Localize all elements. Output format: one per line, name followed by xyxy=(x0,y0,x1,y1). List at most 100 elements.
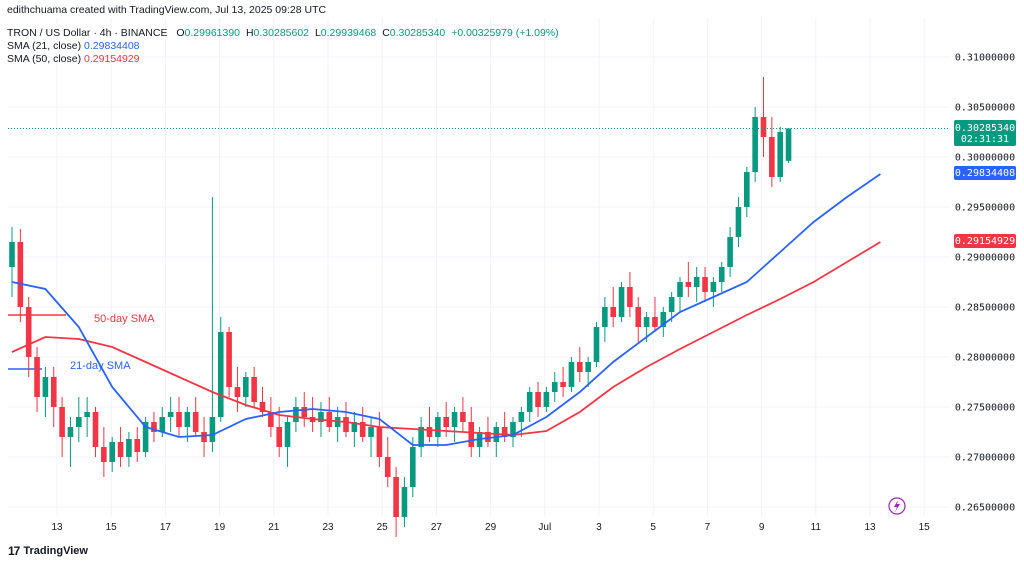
tradingview-logo-text: TradingView xyxy=(23,545,88,557)
candle-body xyxy=(301,407,308,417)
candle-body xyxy=(560,382,566,387)
candle-body xyxy=(535,392,541,407)
x-tick-label: 21 xyxy=(268,522,280,533)
candle-body xyxy=(9,242,15,267)
candle-body xyxy=(217,332,224,417)
candle xyxy=(660,307,667,337)
candle-body xyxy=(627,287,633,307)
candle-body xyxy=(268,412,274,427)
lightning-icon[interactable] xyxy=(888,497,906,515)
candle-body xyxy=(326,412,333,427)
candle xyxy=(151,412,157,442)
candle-body xyxy=(42,377,49,397)
candle xyxy=(727,227,733,277)
candle xyxy=(585,357,591,387)
x-tick-label: 13 xyxy=(51,522,63,533)
candle xyxy=(17,229,24,322)
candle-body xyxy=(126,439,132,457)
x-tick-label: 11 xyxy=(811,522,822,533)
candle xyxy=(368,417,374,457)
candle-body xyxy=(50,377,57,407)
x-tick-label: 19 xyxy=(214,522,226,533)
candle xyxy=(9,227,15,297)
candle xyxy=(610,287,616,327)
tradingview-logo[interactable]: 17 TradingView xyxy=(8,544,88,558)
candle-body xyxy=(577,362,583,372)
candle xyxy=(493,422,500,457)
candle xyxy=(418,417,424,457)
candle xyxy=(376,412,383,467)
candle-body xyxy=(401,487,408,517)
candle-body xyxy=(34,357,40,397)
candle-body xyxy=(610,307,616,317)
y-tick-label: 0.30500000 xyxy=(955,103,1015,114)
x-tick-label: Jul xyxy=(538,522,551,533)
ohlc-legend: TRON / US Dollar · 4h · BINANCE O0.29961… xyxy=(7,27,559,39)
svg-text:0.29834408: 0.29834408 xyxy=(955,168,1015,179)
candle-body xyxy=(668,297,675,312)
candle xyxy=(435,412,441,447)
candle xyxy=(393,467,399,537)
candle xyxy=(577,347,583,382)
candle-body xyxy=(727,237,733,267)
high-label: H xyxy=(245,27,254,39)
candle-body xyxy=(351,422,358,432)
candle xyxy=(293,397,299,432)
chart-credit: edithchuama created with TradingView.com… xyxy=(7,4,327,16)
y-tick-label: 0.30000000 xyxy=(955,153,1015,164)
x-tick-label: 15 xyxy=(919,522,931,533)
candle-body xyxy=(777,132,783,177)
candle xyxy=(384,437,391,487)
candle xyxy=(34,347,40,412)
candle-body xyxy=(176,412,182,427)
candle xyxy=(460,397,466,432)
y-tick-label: 0.31000000 xyxy=(955,53,1015,64)
candle xyxy=(426,407,433,442)
candle-body xyxy=(460,412,466,422)
x-tick-label: 13 xyxy=(864,522,876,533)
candle-body xyxy=(226,332,232,387)
candle xyxy=(635,297,642,342)
price-tag-countdown: 02:31:31 xyxy=(961,134,1009,145)
candle-body xyxy=(643,317,650,327)
y-tick-label: 0.27500000 xyxy=(955,403,1015,414)
candle-body xyxy=(685,282,692,287)
candle-body xyxy=(259,402,266,412)
candle-body xyxy=(618,287,625,317)
candle xyxy=(351,412,358,447)
sma50-tag: 0.29154929 xyxy=(954,234,1016,248)
candle-body xyxy=(718,267,725,282)
x-tick-label: 27 xyxy=(431,522,443,533)
candle xyxy=(217,317,224,422)
candle xyxy=(192,397,199,437)
candle xyxy=(760,77,767,157)
sma21-legend[interactable]: SMA (21, close) 0.29834408 xyxy=(7,40,140,52)
candle xyxy=(109,437,115,472)
change-value: +0.00325979 (+1.09%) xyxy=(451,27,559,39)
candle xyxy=(92,407,99,457)
candle-body xyxy=(368,427,374,437)
candle-body xyxy=(134,439,141,452)
x-axis[interactable]: 13 15 17 19 21 23 25 27 29 Jul 3 5 7 9 11 13 15 xyxy=(51,522,930,533)
candle-body xyxy=(159,417,166,432)
candle xyxy=(234,367,241,412)
candle xyxy=(710,277,717,307)
y-axis[interactable]: 0.31000000 0.30500000 0.30000000 0.29500000… xyxy=(955,53,1015,514)
x-tick-label: 3 xyxy=(596,522,602,533)
symbol-title[interactable]: TRON / US Dollar · 4h · BINANCE xyxy=(7,27,168,39)
candle-body xyxy=(435,417,441,437)
candle xyxy=(42,367,49,417)
candle xyxy=(326,397,333,432)
sma50-legend[interactable]: SMA (50, close) 0.29154929 xyxy=(7,53,140,65)
candle xyxy=(752,107,758,182)
sma50-annotation: 50-day SMA xyxy=(94,313,155,325)
candle xyxy=(126,432,132,467)
svg-text:0.29154929: 0.29154929 xyxy=(955,236,1015,247)
candle xyxy=(76,397,82,442)
close-label: C xyxy=(382,27,390,39)
candle xyxy=(84,397,90,437)
tradingview-logo-mark: 17 xyxy=(8,544,20,558)
candle-body xyxy=(276,427,282,447)
candle-body xyxy=(468,422,475,447)
